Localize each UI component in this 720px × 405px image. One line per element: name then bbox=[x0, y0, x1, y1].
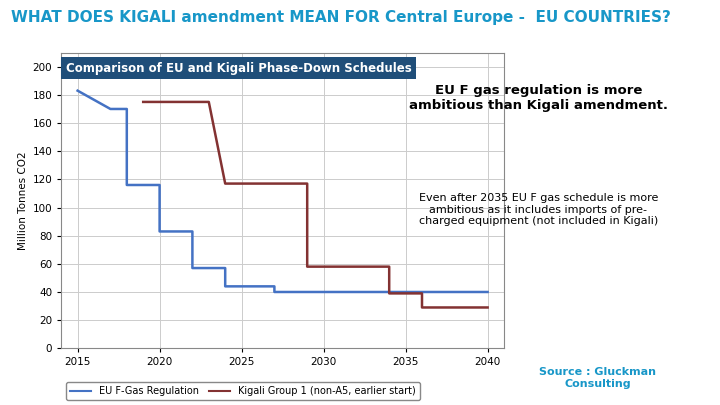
Kigali Group 1 (non-A5, earlier start) bbox=[385, 264, 394, 269]
Kigali Group 1 (non-A5, earlier start) bbox=[418, 305, 426, 310]
Kigali Group 1 (non-A5, earlier start) bbox=[204, 100, 213, 104]
Kigali Group 1 (non-A5, earlier start) bbox=[303, 181, 312, 186]
Line: Kigali Group 1 (non-A5, earlier start): Kigali Group 1 (non-A5, earlier start) bbox=[143, 102, 487, 307]
EU F-Gas Regulation bbox=[401, 290, 410, 294]
Kigali Group 1 (non-A5, earlier start) bbox=[418, 291, 426, 296]
Legend: EU F-Gas Regulation, Kigali Group 1 (non-A5, earlier start): EU F-Gas Regulation, Kigali Group 1 (non… bbox=[66, 382, 420, 400]
EU F-Gas Regulation bbox=[483, 290, 492, 294]
Kigali Group 1 (non-A5, earlier start) bbox=[483, 305, 492, 310]
Kigali Group 1 (non-A5, earlier start) bbox=[385, 291, 394, 296]
Kigali Group 1 (non-A5, earlier start) bbox=[303, 264, 312, 269]
Kigali Group 1 (non-A5, earlier start) bbox=[139, 100, 148, 104]
EU F-Gas Regulation bbox=[401, 290, 410, 294]
EU F-Gas Regulation bbox=[156, 183, 164, 188]
Text: Comparison of EU and Kigali Phase-Down Schedules: Comparison of EU and Kigali Phase-Down S… bbox=[66, 62, 411, 75]
EU F-Gas Regulation bbox=[188, 229, 197, 234]
EU F-Gas Regulation bbox=[73, 88, 82, 93]
EU F-Gas Regulation bbox=[319, 290, 328, 294]
Kigali Group 1 (non-A5, earlier start) bbox=[221, 181, 230, 186]
EU F-Gas Regulation bbox=[319, 290, 328, 294]
Y-axis label: Million Tonnes CO2: Million Tonnes CO2 bbox=[18, 151, 28, 250]
EU F-Gas Regulation bbox=[122, 183, 131, 188]
EU F-Gas Regulation bbox=[156, 229, 164, 234]
EU F-Gas Regulation bbox=[270, 290, 279, 294]
Text: Even after 2035 EU F gas schedule is more
ambitious as it includes imports of pr: Even after 2035 EU F gas schedule is mor… bbox=[418, 193, 658, 226]
Text: WHAT DOES KIGALI amendment MEAN FOR Central Europe -  EU COUNTRIES?: WHAT DOES KIGALI amendment MEAN FOR Cent… bbox=[11, 10, 670, 25]
EU F-Gas Regulation bbox=[270, 284, 279, 289]
Kigali Group 1 (non-A5, earlier start) bbox=[221, 181, 230, 186]
Text: Source : Gluckman
Consulting: Source : Gluckman Consulting bbox=[539, 367, 656, 389]
Line: EU F-Gas Regulation: EU F-Gas Regulation bbox=[78, 91, 487, 292]
EU F-Gas Regulation bbox=[221, 266, 230, 271]
Text: EU F gas regulation is more
ambitious than Kigali amendment.: EU F gas regulation is more ambitious th… bbox=[409, 84, 667, 112]
Kigali Group 1 (non-A5, earlier start) bbox=[204, 100, 213, 104]
EU F-Gas Regulation bbox=[106, 107, 114, 111]
EU F-Gas Regulation bbox=[188, 266, 197, 271]
EU F-Gas Regulation bbox=[221, 284, 230, 289]
EU F-Gas Regulation bbox=[122, 107, 131, 111]
